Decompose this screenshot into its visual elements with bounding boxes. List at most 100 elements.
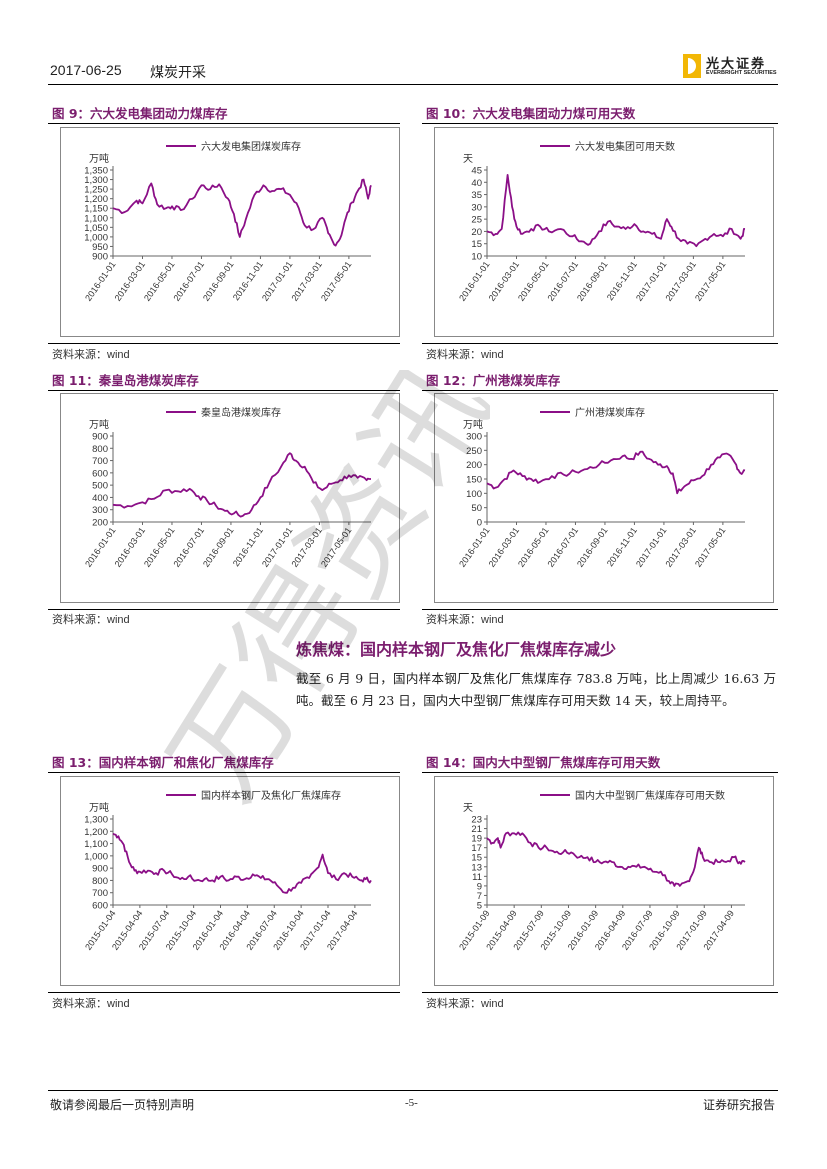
fig12-source-divider	[422, 609, 778, 610]
fig12-unit-label: 万吨	[463, 418, 483, 431]
fig9-source-label: 资料来源：	[52, 348, 107, 361]
fig10-series-line	[486, 174, 746, 248]
fig9-y-tick-label: 1,150	[84, 204, 108, 215]
fig11-legend: 秦皇岛港煤炭库存	[166, 406, 281, 419]
fig13-source-divider	[48, 992, 400, 993]
fig9-y-tick-label: 1,250	[84, 185, 108, 196]
fig14-source-label: 资料来源：	[426, 997, 481, 1010]
section-heading: 炼焦煤：国内样本钢厂及焦化厂焦煤库存减少	[296, 640, 617, 659]
fig10-source-divider	[422, 343, 778, 344]
fig9-title-divider	[48, 123, 400, 124]
fig10-title-divider	[422, 123, 778, 124]
fig11-y-tick-label: 500	[92, 481, 108, 492]
fig9-chart: 六大发电集团煤炭库存万吨9009501,0001,0501,1001,1501,…	[83, 140, 372, 303]
report-date: 2017-06-25	[50, 62, 122, 78]
header-divider	[48, 84, 778, 85]
fig12-legend-label: 广州港煤炭库存	[575, 406, 645, 419]
fig12-x-tick-label: 2017-05-01	[693, 525, 728, 568]
fig12-source: 资料来源：wind	[426, 611, 504, 627]
fig12-y-tick-label: 300	[466, 432, 482, 443]
fig13-y-tick-label: 1,300	[84, 815, 108, 826]
fig9-source-name: wind	[107, 349, 130, 361]
fig11-unit-label: 万吨	[89, 418, 109, 431]
fig9-y-tick-label: 1,300	[84, 175, 108, 186]
fig14-y-tick-label: 21	[471, 824, 482, 835]
fig13-y-tick-label: 600	[92, 901, 108, 912]
fig11-title: 图 11：秦皇岛港煤炭库存	[52, 373, 199, 388]
fig13-y-tick-label: 800	[92, 876, 108, 887]
fig12-y-tick-label: 250	[466, 446, 482, 457]
page-number: -5-	[405, 1097, 418, 1109]
fig11-y-tick-label: 800	[92, 444, 108, 455]
fig12-legend: 广州港煤炭库存	[540, 406, 645, 419]
fig10-y-tick-label: 15	[471, 239, 482, 250]
footer-report-type: 证券研究报告	[703, 1098, 776, 1112]
section-paragraph: 截至 6 月 9 日，国内样本钢厂及焦化厂焦煤库存 783.8 万吨，比上周减少…	[296, 671, 776, 708]
logo-text-en: EVERBRIGHT SECURITIES	[706, 70, 777, 76]
fig11-x-tick-label: 2017-05-01	[319, 525, 354, 568]
fig13-series-line	[112, 832, 372, 894]
fig13-y-tick-label: 900	[92, 864, 108, 875]
fig9-legend: 六大发电集团煤炭库存	[166, 140, 301, 153]
fig13-source-name: wind	[107, 998, 130, 1010]
fig10-x-tick-label: 2017-05-01	[693, 259, 728, 302]
fig11-source-divider	[48, 609, 400, 610]
fig9-y-tick-label: 950	[92, 242, 108, 253]
fig9-source: 资料来源：wind	[52, 346, 130, 362]
fig9-y-tick-label: 900	[92, 252, 108, 263]
fig14-chart: 国内大中型钢厂焦煤库存可用天数天579111315171921232015-01…	[457, 789, 746, 952]
fig11-source-label: 资料来源：	[52, 613, 107, 626]
logo-text-cn: 光大证券	[706, 57, 767, 72]
fig12-title-divider	[422, 390, 778, 391]
fig12-y-tick-label: 200	[466, 460, 482, 471]
fig12-y-tick-label: 50	[471, 503, 482, 514]
fig10-y-tick-label: 30	[471, 202, 482, 213]
fig9-y-tick-label: 1,350	[84, 166, 108, 177]
fig10-chart-frame: 六大发电集团可用天数天 10 15 20 25 30 35 40 45 2016-01-01 201…	[434, 127, 774, 337]
fig14-series-line	[486, 831, 746, 887]
fig13-y-tick-label: 1,100	[84, 839, 108, 850]
footer-disclaimer: 敬请参阅最后一页特别声明	[50, 1098, 195, 1112]
fig9-y-tick-label: 1,050	[84, 223, 108, 234]
fig10-source: 资料来源：wind	[426, 346, 504, 362]
fig10-legend-label: 六大发电集团可用天数	[575, 140, 675, 153]
fig14-unit-label: 天	[463, 803, 473, 814]
fig12-y-tick-label: 150	[466, 475, 482, 486]
fig10-title: 图 10：六大发电集团动力煤可用天数	[426, 106, 636, 121]
fig13-unit-label: 万吨	[89, 801, 109, 814]
fig9-y-tick-label: 1,000	[84, 232, 108, 243]
fig9-unit-label: 万吨	[89, 152, 109, 165]
fig11-legend-label: 秦皇岛港煤炭库存	[201, 406, 281, 419]
fig9-y-tick-label: 1,200	[84, 194, 108, 205]
fig11-source: 资料来源：wind	[52, 611, 130, 627]
fig13-y-tick-label: 1,000	[84, 851, 108, 862]
fig11-title-divider	[48, 390, 400, 391]
fig14-y-tick-label: 11	[472, 872, 482, 883]
fig13-y-tick-label: 700	[92, 888, 108, 899]
fig14-y-tick-label: 9	[477, 881, 482, 892]
fig9-legend-label: 六大发电集团煤炭库存	[201, 140, 301, 153]
fig10-y-tick-label: 35	[471, 190, 482, 201]
fig9-y-tick-label: 1,100	[84, 213, 108, 224]
fig10-y-tick-label: 25	[471, 215, 482, 226]
fig14-y-tick-label: 13	[471, 862, 482, 873]
fig11-y-tick-label: 400	[92, 493, 108, 504]
fig11-y-tick-label: 200	[92, 518, 108, 529]
fig14-y-tick-label: 17	[471, 843, 482, 854]
fig13-legend: 国内样本钢厂及焦化厂焦煤库存	[166, 789, 341, 802]
fig10-unit-label: 天	[463, 154, 473, 165]
fig14-title-divider	[422, 772, 778, 773]
fig9-chart-frame: 六大发电集团煤炭库存 万吨 900 950 1,000 1,050 1,100 1,150 1,…	[60, 127, 400, 337]
everbright-logo-icon	[683, 54, 701, 78]
fig14-y-tick-label: 15	[471, 853, 482, 864]
fig12-y-tick-label: 0	[477, 518, 482, 529]
fig14-source-name: wind	[481, 998, 504, 1010]
fig12-source-label: 资料来源：	[426, 613, 481, 626]
fig12-y-tick-label: 100	[466, 489, 482, 500]
fig14-title: 图 14：国内大中型钢厂焦煤库存可用天数	[426, 755, 661, 770]
fig14-y-tick-label: 19	[471, 834, 482, 845]
report-sector: 煤炭开采	[150, 65, 206, 81]
fig10-y-tick-label: 40	[471, 178, 482, 189]
fig10-y-tick-label: 45	[471, 166, 482, 177]
